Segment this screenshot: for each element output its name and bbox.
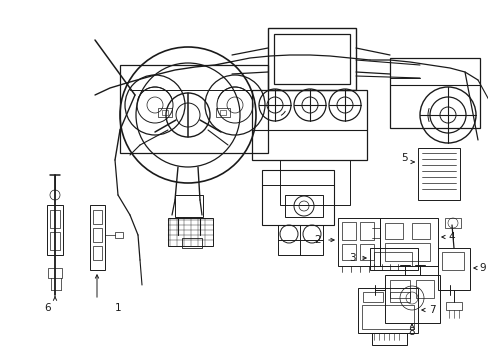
Bar xyxy=(162,110,168,115)
Bar xyxy=(369,248,417,270)
Bar xyxy=(280,160,349,205)
Bar xyxy=(50,232,60,250)
Text: 2: 2 xyxy=(314,235,321,245)
Bar xyxy=(357,288,417,333)
Bar xyxy=(415,280,433,298)
Bar xyxy=(389,280,409,298)
Bar xyxy=(93,228,102,242)
Text: 7: 7 xyxy=(428,305,434,315)
Bar xyxy=(262,170,333,225)
Bar xyxy=(359,244,373,260)
Bar xyxy=(341,244,355,260)
Bar xyxy=(384,275,439,323)
Bar xyxy=(359,222,373,240)
Bar xyxy=(362,292,382,302)
Text: 3: 3 xyxy=(348,253,355,263)
Bar xyxy=(115,232,123,238)
Bar xyxy=(445,302,461,310)
Bar xyxy=(267,28,355,90)
Bar xyxy=(389,58,479,128)
Text: 9: 9 xyxy=(479,263,486,273)
Bar xyxy=(384,223,402,239)
Bar xyxy=(93,246,102,260)
Bar xyxy=(216,108,229,117)
Bar xyxy=(168,218,213,246)
Bar xyxy=(47,205,63,255)
Bar xyxy=(444,218,460,228)
Bar xyxy=(120,65,267,153)
Bar xyxy=(278,225,323,255)
Bar xyxy=(251,90,366,160)
Bar xyxy=(175,195,203,217)
Bar xyxy=(273,34,349,84)
Bar xyxy=(411,223,429,239)
Text: 8: 8 xyxy=(408,327,414,337)
Bar xyxy=(48,268,62,278)
Bar xyxy=(93,210,102,224)
Bar xyxy=(158,108,172,117)
Bar xyxy=(361,305,413,329)
Bar xyxy=(373,252,411,266)
Bar xyxy=(50,210,60,228)
Bar xyxy=(341,222,355,240)
Bar xyxy=(417,148,459,200)
Bar xyxy=(220,110,225,115)
Bar xyxy=(379,218,437,266)
Bar xyxy=(337,218,379,266)
Bar xyxy=(437,248,469,290)
Text: 4: 4 xyxy=(448,232,454,242)
Text: 1: 1 xyxy=(115,303,121,313)
Bar xyxy=(384,243,429,261)
Bar xyxy=(441,252,463,270)
Text: 5: 5 xyxy=(401,153,407,163)
Bar xyxy=(182,238,202,248)
Bar xyxy=(371,333,406,345)
Bar xyxy=(389,292,409,302)
Bar xyxy=(90,205,105,270)
Text: 6: 6 xyxy=(44,303,51,313)
Bar xyxy=(285,195,323,217)
